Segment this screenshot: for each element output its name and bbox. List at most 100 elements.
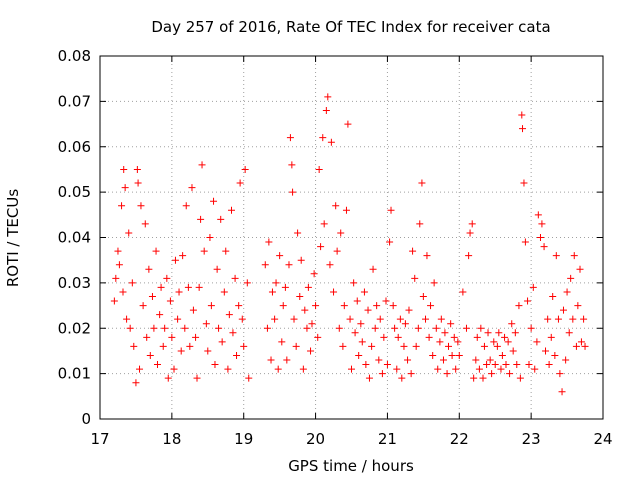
data-point bbox=[225, 311, 233, 319]
data-point bbox=[181, 324, 189, 332]
data-point bbox=[333, 247, 341, 255]
data-point bbox=[265, 238, 273, 246]
data-point bbox=[195, 283, 203, 291]
data-point bbox=[422, 315, 430, 323]
data-point bbox=[164, 374, 172, 382]
data-point bbox=[308, 320, 316, 328]
data-point bbox=[427, 302, 435, 310]
data-point bbox=[409, 247, 417, 255]
data-point bbox=[337, 229, 345, 237]
data-point bbox=[326, 261, 334, 269]
y-tick-label: 0.02 bbox=[58, 319, 91, 337]
data-point bbox=[153, 361, 161, 369]
data-point bbox=[473, 333, 481, 341]
data-point bbox=[110, 297, 118, 305]
x-tick-label: 17 bbox=[90, 430, 109, 448]
data-point bbox=[393, 365, 401, 373]
data-point bbox=[344, 120, 352, 128]
data-point bbox=[466, 229, 474, 237]
data-point bbox=[515, 302, 523, 310]
data-point bbox=[126, 324, 134, 332]
data-point bbox=[365, 374, 373, 382]
data-point bbox=[418, 179, 426, 187]
data-point bbox=[235, 302, 243, 310]
data-point bbox=[465, 252, 473, 260]
data-point bbox=[118, 202, 126, 210]
data-point bbox=[319, 134, 327, 142]
data-point bbox=[434, 365, 442, 373]
data-point bbox=[148, 292, 156, 300]
data-point bbox=[430, 279, 438, 287]
data-point bbox=[412, 342, 420, 350]
data-point bbox=[177, 347, 185, 355]
data-point bbox=[200, 247, 208, 255]
data-point bbox=[563, 288, 571, 296]
axis-ticks: 17 18 19 20 21 22 23 24 0 0.01 0.02 0.03 0.04 0.05 0.0… bbox=[58, 47, 613, 448]
data-point bbox=[472, 356, 480, 364]
data-point bbox=[278, 338, 286, 346]
data-point bbox=[468, 220, 476, 228]
data-point bbox=[350, 279, 358, 287]
data-point bbox=[274, 365, 282, 373]
data-point bbox=[263, 324, 271, 332]
data-point bbox=[136, 365, 144, 373]
x-tick-label: 20 bbox=[306, 430, 325, 448]
data-point bbox=[159, 342, 167, 350]
data-point bbox=[157, 283, 165, 291]
data-point bbox=[455, 351, 463, 359]
y-tick-label: 0.07 bbox=[58, 92, 91, 110]
data-point bbox=[542, 347, 550, 355]
data-point bbox=[450, 333, 458, 341]
data-point bbox=[549, 292, 557, 300]
data-point bbox=[362, 361, 370, 369]
data-point bbox=[483, 361, 491, 369]
data-point bbox=[125, 229, 133, 237]
data-point bbox=[529, 283, 537, 291]
data-point bbox=[511, 329, 519, 337]
data-point bbox=[161, 324, 169, 332]
data-point bbox=[303, 324, 311, 332]
data-point bbox=[383, 361, 391, 369]
data-point bbox=[396, 315, 404, 323]
data-point bbox=[204, 347, 212, 355]
data-point bbox=[538, 220, 546, 228]
data-point bbox=[501, 333, 509, 341]
data-point bbox=[378, 370, 386, 378]
data-point bbox=[261, 261, 269, 269]
grid bbox=[100, 56, 603, 419]
data-point bbox=[484, 329, 492, 337]
data-point bbox=[556, 370, 564, 378]
data-point bbox=[552, 252, 560, 260]
data-point bbox=[315, 165, 323, 173]
data-point bbox=[233, 351, 241, 359]
data-point bbox=[229, 329, 237, 337]
x-tick-label: 18 bbox=[162, 430, 181, 448]
data-point bbox=[520, 179, 528, 187]
data-point bbox=[519, 125, 527, 133]
data-point bbox=[115, 261, 123, 269]
data-point bbox=[271, 315, 279, 323]
data-point bbox=[386, 238, 394, 246]
data-point bbox=[192, 333, 200, 341]
data-point bbox=[168, 333, 176, 341]
data-point bbox=[554, 315, 562, 323]
data-point bbox=[525, 361, 533, 369]
data-point bbox=[373, 302, 381, 310]
data-point bbox=[419, 292, 427, 300]
data-point bbox=[243, 279, 251, 287]
data-point bbox=[150, 324, 158, 332]
data-point bbox=[141, 220, 149, 228]
data-point bbox=[376, 315, 384, 323]
data-point bbox=[375, 356, 383, 364]
data-point bbox=[283, 356, 291, 364]
data-point bbox=[570, 252, 578, 260]
x-tick-label: 19 bbox=[234, 430, 253, 448]
data-point bbox=[139, 302, 147, 310]
y-tick-label: 0 bbox=[81, 410, 91, 428]
data-point bbox=[462, 324, 470, 332]
y-tick-label: 0.08 bbox=[58, 47, 91, 65]
data-point bbox=[330, 288, 338, 296]
data-point bbox=[581, 342, 589, 350]
data-point bbox=[475, 365, 483, 373]
data-point bbox=[304, 283, 312, 291]
